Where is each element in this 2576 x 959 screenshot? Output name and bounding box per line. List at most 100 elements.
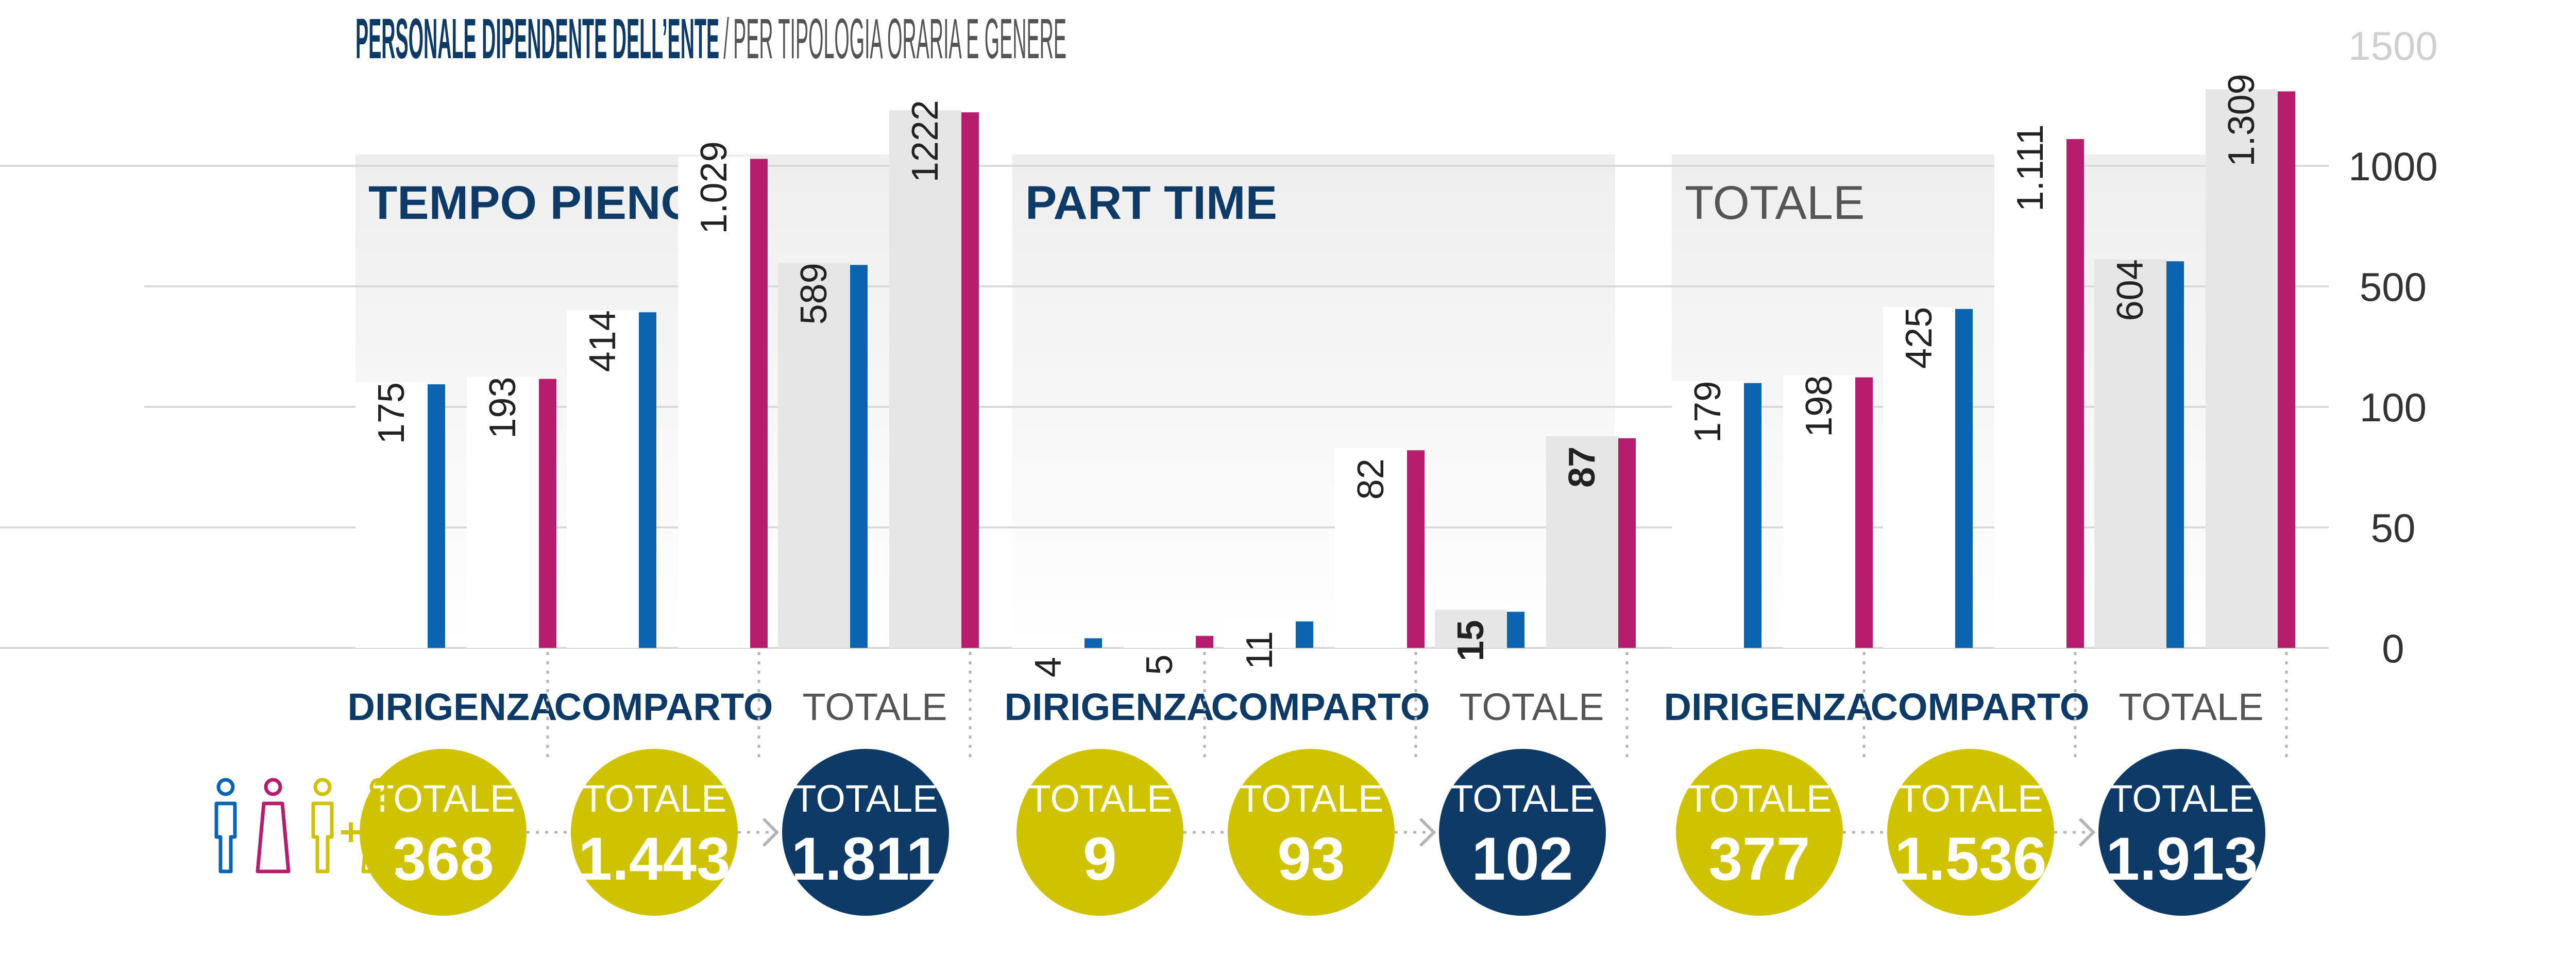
bar-male <box>1955 309 1973 648</box>
legend-female-part <box>361 778 396 874</box>
panel-title: PART TIME <box>1025 177 1277 229</box>
total-circle-value: 377 <box>1709 825 1810 893</box>
y-tick-label: 1500 <box>2348 23 2438 68</box>
total-circle-value: 93 <box>1277 825 1345 893</box>
bar-value-label: 4 <box>1028 657 1069 677</box>
y-tick-label: 100 <box>2360 385 2427 430</box>
panel-title: TEMPO PIENO <box>368 177 698 229</box>
arrow-icon <box>1419 817 1436 847</box>
male-figure-icon <box>214 778 237 874</box>
y-tick-label: 500 <box>2360 264 2427 310</box>
bar-female <box>539 379 556 648</box>
figure-body <box>256 801 291 874</box>
category-label: COMPARTO <box>1211 686 1430 728</box>
bar-male <box>850 265 868 648</box>
total-circle <box>1228 749 1395 916</box>
bar-background <box>355 382 428 648</box>
bar-background <box>678 157 750 648</box>
bar-value-label: 175 <box>371 382 412 444</box>
bar-value-label: 11 <box>1239 631 1280 670</box>
total-circle <box>571 749 738 916</box>
bar-value-label: 604 <box>2110 259 2151 321</box>
bar-male <box>428 384 445 648</box>
y-tick-label: 0 <box>2382 626 2404 671</box>
bar-background <box>467 376 539 648</box>
title-main: PERSONALE DIPENDENTE DELL’ENTE <box>355 7 719 71</box>
female-figure-icon <box>256 778 291 874</box>
bar-female <box>2278 91 2295 648</box>
bar-value-label: 1.111 <box>2010 124 2051 212</box>
bar-background <box>1546 436 1618 648</box>
bar-background <box>1224 619 1296 648</box>
figure-head <box>369 778 388 796</box>
bar-value-label: 5 <box>1139 655 1180 675</box>
bar-female <box>1855 377 1873 648</box>
category-label: COMPARTO <box>554 686 773 728</box>
title-sub: PER TIPOLOGIA ORARIA E GENERE <box>733 7 1066 71</box>
bar-value-label: 193 <box>482 377 523 439</box>
arrow-icon <box>2078 817 2096 847</box>
bar-value-label: 589 <box>793 263 835 324</box>
total-circle-label: TOTALE <box>1239 777 1383 820</box>
y-tick-label: 1000 <box>2348 144 2438 189</box>
bar-male <box>639 312 656 648</box>
category-label: DIRIGENZA <box>348 686 557 728</box>
bar-female <box>961 112 979 648</box>
panel-title: TOTALE <box>1685 177 1865 229</box>
bar-background <box>1883 306 1955 648</box>
total-circle-label: TOTALE <box>582 777 726 820</box>
bar-value-label: 15 <box>1450 620 1492 661</box>
total-circle-value: 1.811 <box>791 825 940 893</box>
total-circle-value: 1.443 <box>578 825 730 893</box>
bar-background <box>1994 137 2066 648</box>
figure-head <box>216 778 235 796</box>
bar-female <box>1407 450 1425 648</box>
bar-background <box>2094 259 2166 648</box>
title-separator: / <box>723 7 729 71</box>
bar-female <box>1196 636 1213 648</box>
legend-male-part <box>311 778 334 874</box>
bar-value-label: 425 <box>1899 307 1940 369</box>
total-circle-label: TOTALE <box>1027 777 1172 820</box>
category-label: COMPARTO <box>1871 686 2090 728</box>
bar-background <box>1012 636 1084 648</box>
bar-value-label: 87 <box>1562 447 1603 488</box>
bar-background <box>2206 89 2278 648</box>
bar-male <box>1507 611 1524 648</box>
figure-head <box>264 778 282 796</box>
category-label: DIRIGENZA <box>1664 686 1874 728</box>
bar-female <box>1618 438 1636 648</box>
total-circle <box>1887 749 2054 916</box>
total-circle-value: 9 <box>1083 825 1117 893</box>
total-circle-value: 102 <box>1472 825 1573 893</box>
bar-value-label: 414 <box>582 310 623 372</box>
total-circle-label: TOTALE <box>1898 777 2043 820</box>
bar-background <box>889 110 961 648</box>
bar-background <box>778 263 850 648</box>
bar-background <box>1672 381 1744 648</box>
bar-male <box>1744 383 1761 648</box>
total-circle-label: TOTALE <box>1687 777 1832 820</box>
category-label: TOTALE <box>1459 686 1604 728</box>
figure-body <box>311 801 334 874</box>
total-circle <box>360 749 527 916</box>
bar-male <box>1084 638 1102 648</box>
bar-background <box>1335 448 1407 648</box>
total-circle-value: 368 <box>393 825 494 893</box>
total-circle <box>2098 749 2265 916</box>
figure-head <box>313 778 332 796</box>
bar-background <box>1783 375 1855 648</box>
total-circle <box>782 749 949 916</box>
bar-male <box>2166 261 2184 648</box>
bar-value-label: 1222 <box>905 100 946 182</box>
bar-background <box>1435 609 1507 648</box>
bar-value-label: 179 <box>1687 381 1728 443</box>
bar-value-label: 1.029 <box>693 141 735 234</box>
total-circle-value: 1.913 <box>2106 825 2258 893</box>
figure-body <box>361 801 396 874</box>
arrow-icon <box>762 817 779 847</box>
total-circle-label: TOTALE <box>793 777 938 820</box>
figure-body <box>214 801 237 874</box>
bar-female <box>750 159 768 648</box>
